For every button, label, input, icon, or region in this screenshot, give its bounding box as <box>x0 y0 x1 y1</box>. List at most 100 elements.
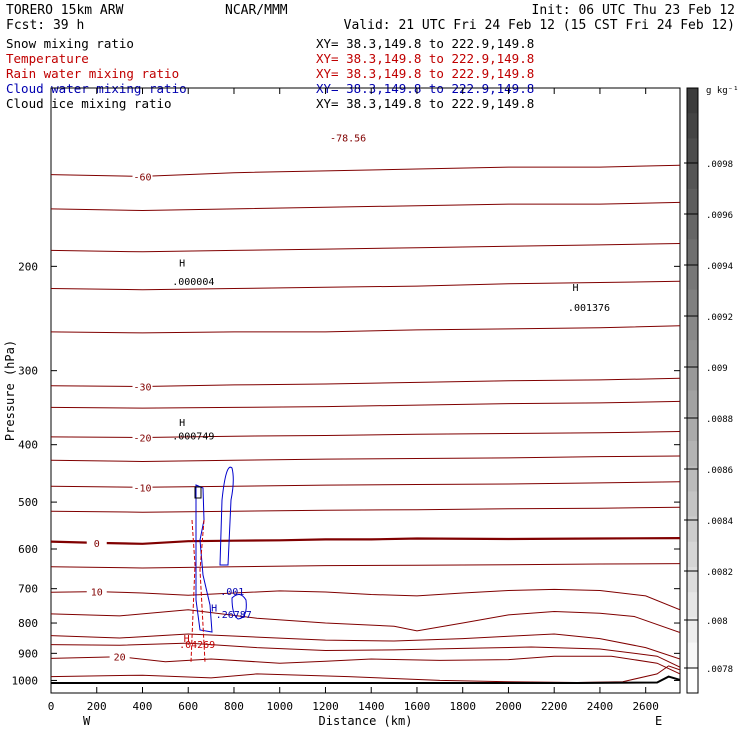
contour-label-bg <box>132 380 153 392</box>
terrain-line <box>51 675 680 684</box>
colorbar-segment <box>687 415 698 442</box>
colorbar-tick-label: .009 <box>706 364 728 374</box>
y-tick-label: 1000 <box>12 674 39 687</box>
cloud-water-contour <box>231 594 247 620</box>
y-tick-label: 500 <box>18 496 38 509</box>
colorbar-tick-label: .0082 <box>706 568 733 578</box>
colorbar-segment <box>687 642 698 669</box>
colorbar-segment <box>687 365 698 391</box>
x-tick-label: 2200 <box>541 700 568 713</box>
annotation-label: .26787 <box>216 610 252 621</box>
colorbar-tick-label: .0084 <box>706 517 733 527</box>
annotation-label: .000749 <box>172 431 214 442</box>
x-tick-label: 2600 <box>632 700 659 713</box>
colorbar-segment <box>687 541 698 568</box>
annotation-label: -78.56 <box>330 133 366 144</box>
annotation-label: H <box>184 634 190 645</box>
contour-label-bg <box>132 431 153 443</box>
annotation-label: .001376 <box>568 303 610 314</box>
plot-frame <box>50 87 681 694</box>
cloud-ice-contour <box>194 486 202 499</box>
x-tick-label: 0 <box>48 700 55 713</box>
y-axis-label: Pressure (hPa) <box>3 340 17 441</box>
contour-label: 0 <box>94 539 100 550</box>
contour-label: 10 <box>91 588 103 599</box>
colorbar-segment <box>687 617 698 644</box>
contour-label: -10 <box>133 483 151 494</box>
x-axis-label: Distance (km) <box>319 714 413 728</box>
temperature-contour <box>51 280 680 291</box>
temperature-contour <box>51 164 680 177</box>
colorbar-tick-label: .0096 <box>706 211 733 221</box>
temperature-contour <box>51 455 680 463</box>
field-name: Temperature <box>6 51 89 66</box>
field-cross-section: XY= 38.3,149.8 to 222.9,149.8 <box>316 96 534 111</box>
cloud-water-contour <box>219 466 234 566</box>
field-name: Cloud ice mixing ratio <box>6 96 172 111</box>
contour-label: 20 <box>114 653 126 664</box>
colorbar-segment <box>687 390 698 417</box>
temperature-contour <box>51 400 680 409</box>
east-label: E <box>655 714 662 728</box>
y-tick-label: 900 <box>18 647 38 660</box>
center-title: NCAR/MMM <box>225 3 288 18</box>
colorbar-tick-label: .008 <box>706 617 728 627</box>
contour-label: -20 <box>133 434 151 445</box>
colorbar-segment <box>687 214 698 240</box>
colorbar-tick-label: .0092 <box>706 313 733 323</box>
contour-label-bg <box>109 650 130 662</box>
contour-label: -30 <box>133 382 151 393</box>
y-tick-label: 700 <box>18 583 38 596</box>
colorbar-tick-label: .0094 <box>706 262 733 272</box>
y-tick-label: 800 <box>18 617 38 630</box>
plot-area: -60 -30 -20 -10 0 10 20 H .000004 H .001376 H .0007… <box>3 87 681 728</box>
temperature-contour <box>51 588 680 611</box>
field-name: Rain water mixing ratio <box>6 66 179 81</box>
forecast-hour: Fcst: 39 h <box>6 18 84 33</box>
colorbar-segment <box>687 163 698 190</box>
x-tick-label: 1400 <box>358 700 385 713</box>
x-tick-label: 2400 <box>587 700 614 713</box>
valid-time: Valid: 21 UTC Fri 24 Feb 12 (15 CST Fri … <box>344 18 735 33</box>
colorbar-segment <box>687 264 698 291</box>
colorbar-segment <box>687 188 698 215</box>
x-tick-label: 2000 <box>495 700 522 713</box>
field-cross-section: XY= 38.3,149.8 to 222.9,149.8 <box>316 36 534 51</box>
temperature-contour <box>51 642 680 668</box>
annotation-label: H <box>179 258 185 269</box>
contour-label-bg <box>86 585 107 597</box>
colorbar-segment <box>687 466 698 492</box>
colorbar-segment <box>687 516 698 543</box>
x-tick-label: 1800 <box>449 700 476 713</box>
colorbar-frame <box>686 87 699 694</box>
annotation-label: .04269 <box>179 640 215 651</box>
colorbar-tick-label: .0078 <box>706 665 733 675</box>
colorbar-segment <box>687 314 698 341</box>
y-tick-label: 400 <box>18 439 38 452</box>
x-tick-label: 600 <box>178 700 198 713</box>
contour-label: -60 <box>133 172 151 183</box>
annotation-label: .001 <box>220 587 244 598</box>
colorbar-segment <box>687 667 698 694</box>
colorbar-tick-label: .0086 <box>706 466 733 476</box>
temperature-contour <box>51 633 680 660</box>
field-cross-section: XY= 38.3,149.8 to 222.9,149.8 <box>316 66 534 81</box>
temperature-contour <box>51 537 680 545</box>
x-tick-label: 1600 <box>404 700 431 713</box>
contour-label-bg <box>86 536 107 548</box>
x-tick-label: 1000 <box>266 700 293 713</box>
temperature-contour <box>51 243 680 253</box>
field-name: Snow mixing ratio <box>6 36 134 51</box>
contour-label-bg <box>132 481 153 493</box>
colorbar: .0098 .0096 .0094 .0092 .009 .0088 .0086 .0084.… <box>684 87 733 694</box>
y-tick-label: 200 <box>18 260 38 273</box>
colorbar-segment <box>687 88 698 114</box>
temperature-contour <box>51 325 680 334</box>
temperature-contour <box>51 377 680 388</box>
annotation-label: H <box>179 418 185 429</box>
annotation-label: H <box>211 604 217 615</box>
contour-label-bg <box>132 170 153 182</box>
west-label: W <box>83 714 91 728</box>
temperature-contour <box>51 563 680 569</box>
annotation-label: .000004 <box>172 277 214 288</box>
